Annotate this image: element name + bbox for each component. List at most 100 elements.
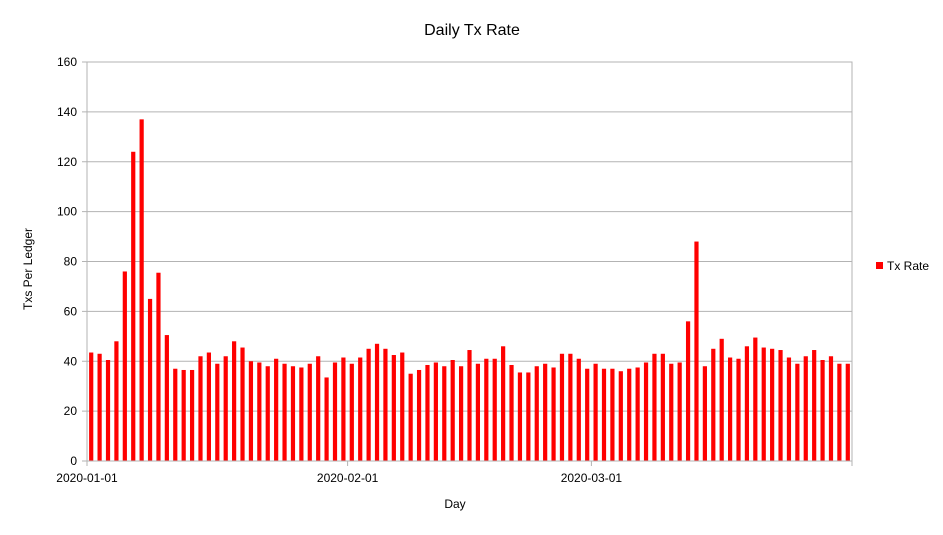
bar: [677, 362, 682, 461]
bar: [685, 321, 691, 461]
bar: [694, 241, 699, 461]
bar: [408, 373, 413, 461]
bar: [173, 368, 178, 461]
bar: [450, 360, 455, 461]
bar: [845, 363, 850, 461]
bar: [307, 363, 312, 461]
bar: [627, 368, 632, 461]
y-tick-label: 100: [57, 205, 77, 219]
bar: [189, 369, 195, 461]
bar: [223, 356, 228, 461]
y-tick-label: 140: [57, 105, 77, 119]
bar: [467, 350, 472, 461]
y-tick-label: 40: [64, 354, 78, 368]
bar: [568, 353, 573, 461]
bar: [837, 363, 842, 461]
bar: [643, 362, 649, 461]
y-tick-label: 80: [64, 255, 78, 269]
bar: [551, 367, 556, 461]
bar: [164, 335, 169, 461]
bar: [97, 353, 102, 461]
bar: [761, 347, 766, 461]
bar: [156, 272, 161, 461]
bar: [736, 358, 741, 461]
bar: [147, 298, 153, 461]
bar: [711, 348, 716, 461]
bar: [702, 366, 707, 461]
bar: [240, 347, 245, 461]
bar: [139, 119, 144, 461]
bar: [290, 366, 296, 461]
bar: [416, 369, 422, 461]
bar: [206, 352, 211, 461]
bar: [812, 350, 817, 461]
bars: [89, 119, 850, 461]
bar: [593, 363, 598, 461]
bar: [778, 350, 783, 461]
x-tick-label: 2020-02-01: [317, 471, 379, 485]
bar: [660, 353, 665, 461]
bar: [534, 366, 539, 461]
legend-label-tx-rate: Tx Rate: [887, 259, 929, 273]
bar: [475, 363, 481, 461]
bar: [820, 360, 825, 461]
bar: [374, 343, 380, 461]
bar: [803, 356, 808, 461]
bar: [114, 341, 119, 461]
bar: [232, 341, 237, 461]
bar: [341, 357, 346, 461]
bar: [324, 377, 329, 461]
bar: [484, 358, 489, 461]
bar: [601, 368, 607, 461]
bar: [559, 353, 565, 461]
bar: [383, 348, 388, 461]
bar: [728, 357, 733, 461]
bar: [610, 368, 615, 461]
bar: [366, 348, 371, 461]
chart-title: Daily Tx Rate: [424, 22, 520, 39]
y-tick-label: 120: [57, 155, 77, 169]
bar: [618, 371, 623, 461]
bar: [635, 367, 640, 461]
bar: [458, 366, 464, 461]
bar: [274, 358, 279, 461]
bar: [786, 357, 792, 461]
bar: [215, 363, 220, 461]
x-tick-label: 2020-01-01: [56, 471, 118, 485]
bar: [669, 363, 674, 461]
bar: [299, 367, 304, 461]
x-tick-label: 2020-03-01: [561, 471, 623, 485]
y-tick-label: 160: [57, 55, 77, 69]
y-tick-label: 60: [64, 304, 78, 318]
bar: [89, 352, 94, 461]
bar: [753, 337, 758, 461]
bar: [425, 364, 430, 461]
bar: [131, 151, 136, 461]
bar: [828, 356, 834, 461]
bar: [391, 355, 396, 461]
bar: [105, 360, 111, 461]
bar: [433, 362, 438, 461]
bar: [257, 362, 262, 461]
bar: [744, 346, 750, 461]
bar: [358, 357, 363, 461]
bar: [400, 352, 405, 461]
bar: [517, 372, 523, 461]
bar: [282, 363, 287, 461]
y-tick-label: 0: [70, 454, 77, 468]
bar: [509, 364, 514, 461]
y-axis-label: Txs Per Ledger: [21, 228, 35, 310]
x-axis-label: Day: [444, 497, 465, 511]
bar: [181, 369, 186, 461]
legend-swatch: [876, 262, 883, 269]
bar: [770, 348, 775, 461]
bar: [585, 368, 590, 461]
bar: [492, 358, 497, 461]
bar: [265, 366, 270, 461]
bar: [719, 338, 724, 461]
axes: 0 20 40 60 80 100 120 140 160 2020-01-01 2020-02-0…: [56, 55, 853, 485]
bar: [122, 271, 127, 461]
bar: [248, 361, 254, 461]
